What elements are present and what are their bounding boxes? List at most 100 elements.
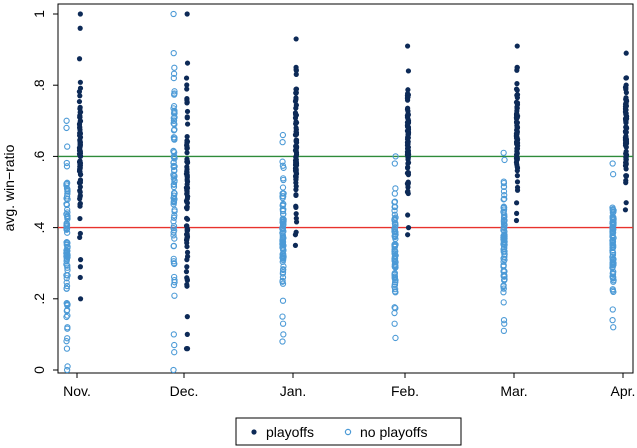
playoffs-point (292, 232, 299, 238)
no-playoffs-point (280, 176, 287, 184)
playoffs-point (514, 92, 520, 98)
playoffs-point (77, 93, 83, 99)
playoffs-point (293, 121, 299, 127)
playoffs-point (405, 225, 412, 231)
no-playoffs-point (279, 266, 287, 273)
playoffs-point (623, 200, 629, 206)
playoffs-point (293, 187, 299, 193)
playoffs-point (184, 150, 190, 156)
no-playoffs-point (391, 203, 399, 210)
no-playoffs-point (501, 195, 508, 202)
plot-frame (57, 3, 634, 374)
no-playoffs-point (279, 184, 287, 191)
no-playoffs-point (500, 188, 508, 195)
no-playoffs-point (170, 218, 177, 225)
no-playoffs-point (63, 182, 70, 189)
playoffs-point (623, 110, 629, 117)
x-tick-label: Nov. (63, 383, 91, 399)
no-playoffs-point (391, 261, 399, 269)
playoffs-point (405, 164, 411, 170)
no-playoffs-point (170, 10, 177, 18)
playoffs-point (514, 164, 520, 170)
no-playoffs-point (63, 239, 70, 246)
no-playoffs-point (170, 103, 178, 110)
playoffs-point (405, 188, 411, 194)
playoffs-point (184, 184, 190, 190)
playoffs-point (77, 25, 83, 31)
no-playoffs-point (392, 185, 399, 192)
y-tick-label: .6 (31, 150, 47, 162)
no-playoffs-point (500, 283, 507, 290)
no-playoffs-point (279, 244, 286, 252)
no-playoffs-point (500, 218, 508, 225)
no-playoffs-point (64, 214, 71, 221)
playoffs-point (623, 98, 630, 104)
no-playoffs-point (391, 320, 398, 327)
no-playoffs-point (500, 149, 507, 156)
no-playoffs-point (280, 234, 287, 242)
no-playoffs-point (500, 327, 508, 334)
no-playoffs-point (392, 334, 399, 342)
playoffs-point (77, 11, 83, 17)
x-tick-label: Apr. (611, 383, 636, 399)
no-playoffs-point (392, 264, 399, 271)
playoffs-point (293, 71, 299, 77)
no-playoffs-point (609, 306, 616, 313)
playoffs-point (76, 180, 83, 186)
no-playoffs-point (170, 232, 177, 239)
playoffs-point (184, 60, 191, 66)
no-playoffs-point (170, 70, 178, 77)
no-playoffs-point (391, 270, 398, 278)
playoffs-point (514, 155, 520, 161)
no-playoffs-point (171, 155, 178, 162)
playoffs-point (184, 82, 190, 88)
playoffs-point (184, 276, 190, 282)
no-playoffs-point (501, 320, 508, 327)
playoffs-point (77, 296, 84, 302)
no-playoffs-point (171, 107, 178, 114)
no-playoffs-point (170, 197, 178, 204)
no-playoffs-point (170, 258, 177, 265)
playoffs-point (77, 234, 83, 241)
playoffs-point (184, 190, 190, 196)
playoffs-point (293, 192, 299, 198)
playoffs-point (293, 36, 299, 42)
no-playoffs-point (609, 317, 616, 324)
no-playoffs-point (170, 120, 177, 127)
no-playoffs-point (171, 208, 178, 215)
playoffs-point (293, 86, 300, 92)
playoffs-point (293, 64, 299, 70)
no-playoffs-point (64, 186, 71, 193)
no-playoffs-point (391, 160, 398, 167)
playoffs-point (292, 132, 299, 138)
no-playoffs-point (170, 147, 177, 155)
playoffs-point (514, 200, 520, 206)
no-playoffs-point (500, 220, 508, 228)
legend-no-playoffs-label: no playoffs (360, 424, 427, 440)
no-playoffs-point (391, 190, 398, 197)
no-playoffs-point (391, 241, 398, 248)
playoffs-point (623, 180, 629, 186)
no-playoffs-point (500, 268, 507, 275)
no-playoffs-point (64, 335, 71, 342)
playoffs-point (77, 274, 83, 281)
playoffs-point (405, 180, 411, 186)
playoffs-point (293, 204, 299, 210)
y-tick-label: .4 (31, 222, 47, 234)
playoffs-point (293, 112, 299, 118)
no-playoffs-point (280, 228, 287, 235)
playoffs-point (77, 189, 83, 195)
no-playoffs-point (392, 223, 399, 231)
no-playoffs-point (501, 238, 508, 245)
playoffs-point (76, 98, 83, 105)
playoffs-point (405, 112, 411, 118)
playoffs-point (293, 167, 299, 173)
no-playoffs-point (64, 262, 71, 269)
no-playoffs-point (63, 247, 70, 254)
playoffs-point (405, 108, 411, 114)
no-playoffs-point (609, 286, 616, 293)
playoffs-point (514, 81, 520, 87)
playoffs-point (77, 148, 83, 155)
no-playoffs-point (280, 250, 287, 258)
